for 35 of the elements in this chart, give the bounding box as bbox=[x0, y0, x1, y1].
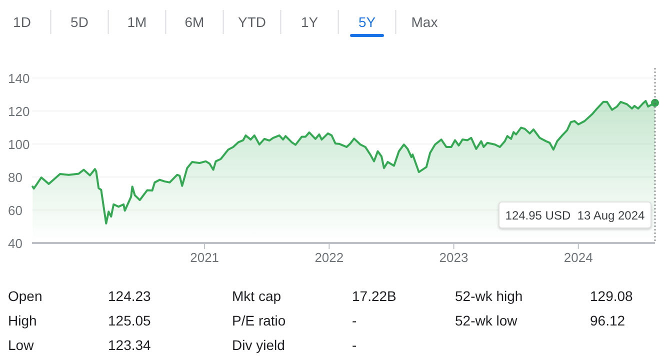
category-label: 1D bbox=[13, 14, 31, 30]
x-tick-label: 2022 bbox=[314, 250, 344, 265]
category-label: 5D bbox=[70, 14, 88, 30]
text: - bbox=[352, 337, 357, 353]
category-label: 5Y bbox=[358, 14, 376, 30]
category-label: 1Y bbox=[300, 14, 319, 30]
category-label: 52-wk low bbox=[455, 312, 518, 328]
y-tick-label: 100 bbox=[8, 137, 30, 152]
text: 129.08 bbox=[590, 288, 633, 304]
text: 125.05 bbox=[108, 312, 151, 328]
category-label: P/E ratio bbox=[232, 312, 286, 328]
category-label: YTD bbox=[238, 14, 266, 30]
y-tick-label: 60 bbox=[8, 203, 22, 218]
category-label: 6M bbox=[184, 14, 204, 30]
category-label: Div yield bbox=[232, 337, 285, 353]
y-tick-label: 140 bbox=[8, 71, 30, 86]
text: 96.12 bbox=[590, 312, 626, 328]
category-label: Open bbox=[8, 288, 42, 304]
y-tick-label: 80 bbox=[8, 170, 22, 185]
category-label: High bbox=[8, 312, 37, 328]
category-label: Mkt cap bbox=[232, 288, 282, 304]
text: - bbox=[352, 312, 357, 328]
annotation: 124.95 USD 13 Aug 2024 bbox=[505, 208, 646, 222]
x-tick-label: 2024 bbox=[564, 250, 593, 265]
category-label: 1M bbox=[127, 14, 147, 30]
x-tick-label: 2023 bbox=[439, 250, 468, 265]
text: 17.22B bbox=[352, 288, 396, 304]
x-tick-label: 2021 bbox=[190, 250, 220, 265]
y-tick-label: 40 bbox=[8, 236, 22, 251]
category-label: 52-wk high bbox=[455, 288, 523, 304]
y-tick-label: 120 bbox=[8, 104, 30, 119]
category-label: Max bbox=[411, 14, 438, 30]
text: 124.23 bbox=[108, 288, 151, 304]
text: 123.34 bbox=[108, 337, 151, 353]
category-label: Low bbox=[8, 337, 35, 353]
